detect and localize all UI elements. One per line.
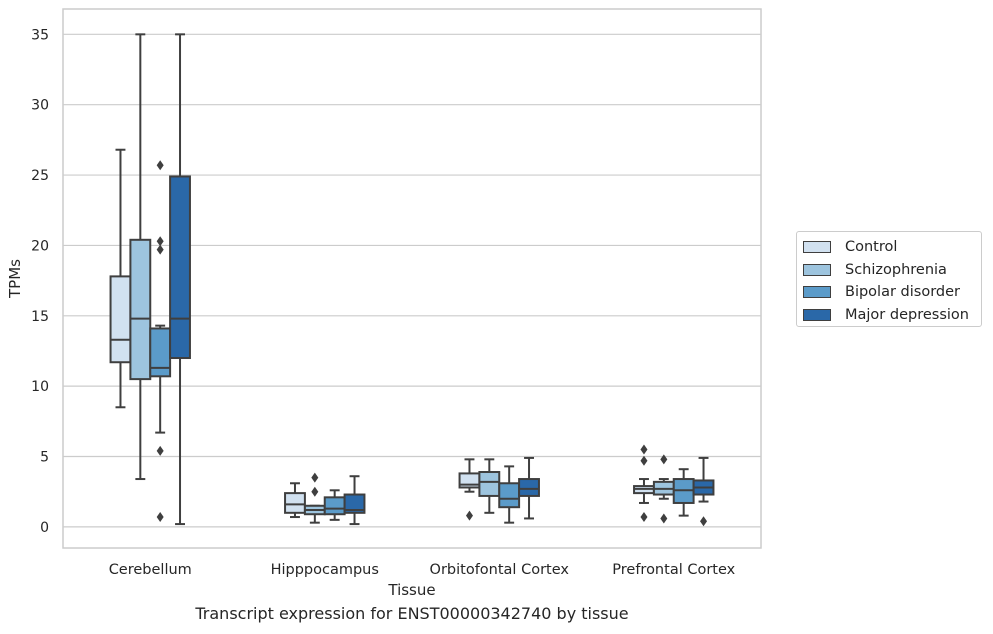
legend-swatch [803,308,831,321]
outlier-point [640,512,648,523]
box-control [458,458,481,521]
outlier-point [660,513,668,524]
legend-item: Bipolar disorder [803,281,981,304]
box-bipolar-disorder [498,465,521,524]
box-major-depression [518,456,540,520]
legend-swatch [803,241,831,254]
iqr-box [323,496,346,516]
legend-item: Control [803,236,981,259]
box-schizophrenia [129,33,152,481]
legend-label: Control [845,239,898,256]
y-tick-label: 35 [31,27,49,43]
y-axis-label: TPMs [6,259,24,299]
legend-item: Major depression [803,304,981,327]
outlier-point [156,160,164,171]
outlier-point [156,445,164,456]
iqr-box [518,478,540,497]
y-tick-label: 10 [31,379,49,395]
iqr-box [129,238,152,381]
legend-swatch [803,263,831,276]
legend-label: Major depression [845,306,969,323]
box-schizophrenia [303,472,326,524]
y-tick-label: 0 [40,520,49,536]
grid-lines [63,33,761,528]
box-schizophrenia [652,454,675,524]
legend: Control Schizophrenia Bipolar disorder Majo… [796,231,982,327]
y-tick-label: 25 [31,168,49,184]
y-tick-label: 5 [40,450,49,466]
box-bipolar-disorder [323,489,346,521]
y-tick-labels: 0 5 10 15 20 25 30 35 [31,27,49,536]
chart-caption: Transcript expression for ENST0000034274… [195,604,629,623]
iqr-box [478,471,501,497]
legend-label: Bipolar disorder [845,284,960,301]
iqr-box [498,482,521,509]
x-tick-label: Cerebellum [109,562,192,578]
legend-label: Schizophrenia [845,261,947,278]
x-tick-label: Prefrontal Cortex [612,562,735,578]
legend-swatch [803,286,831,299]
box-major-depression [169,33,191,526]
outlier-point [640,455,648,466]
box-major-depression [343,475,366,526]
outlier-point [311,486,319,497]
iqr-box [149,327,172,378]
x-axis-label: Tissue [387,581,435,599]
box-bipolar-disorder [672,468,695,517]
box-control [284,482,306,519]
legend-item: Schizophrenia [803,259,981,282]
outlier-point [156,244,164,255]
x-tick-label: Hipppocampus [271,562,379,578]
y-tick-label: 15 [31,309,49,325]
plot-frame [62,8,762,549]
outlier-point [311,472,319,483]
y-tick-label: 20 [31,238,49,254]
outlier-point [700,516,708,527]
box-control [109,148,132,409]
box-major-depression [692,456,715,527]
iqr-box [343,493,366,514]
iqr-box [169,175,191,360]
iqr-box [109,275,132,364]
iqr-box [284,492,306,514]
x-tick-labels: Cerebellum Hipppocampus Orbitofontal Corte… [109,562,736,578]
x-tick-label: Orbitofontal Cortex [430,562,570,578]
outlier-point [156,236,164,247]
outlier-point [660,454,668,465]
box-plots [109,33,715,527]
y-tick-label: 30 [31,98,49,114]
box-bipolar-disorder [149,160,172,523]
outlier-point [640,444,648,455]
box-schizophrenia [478,458,501,514]
outlier-point [156,512,164,523]
outlier-point [465,510,473,521]
